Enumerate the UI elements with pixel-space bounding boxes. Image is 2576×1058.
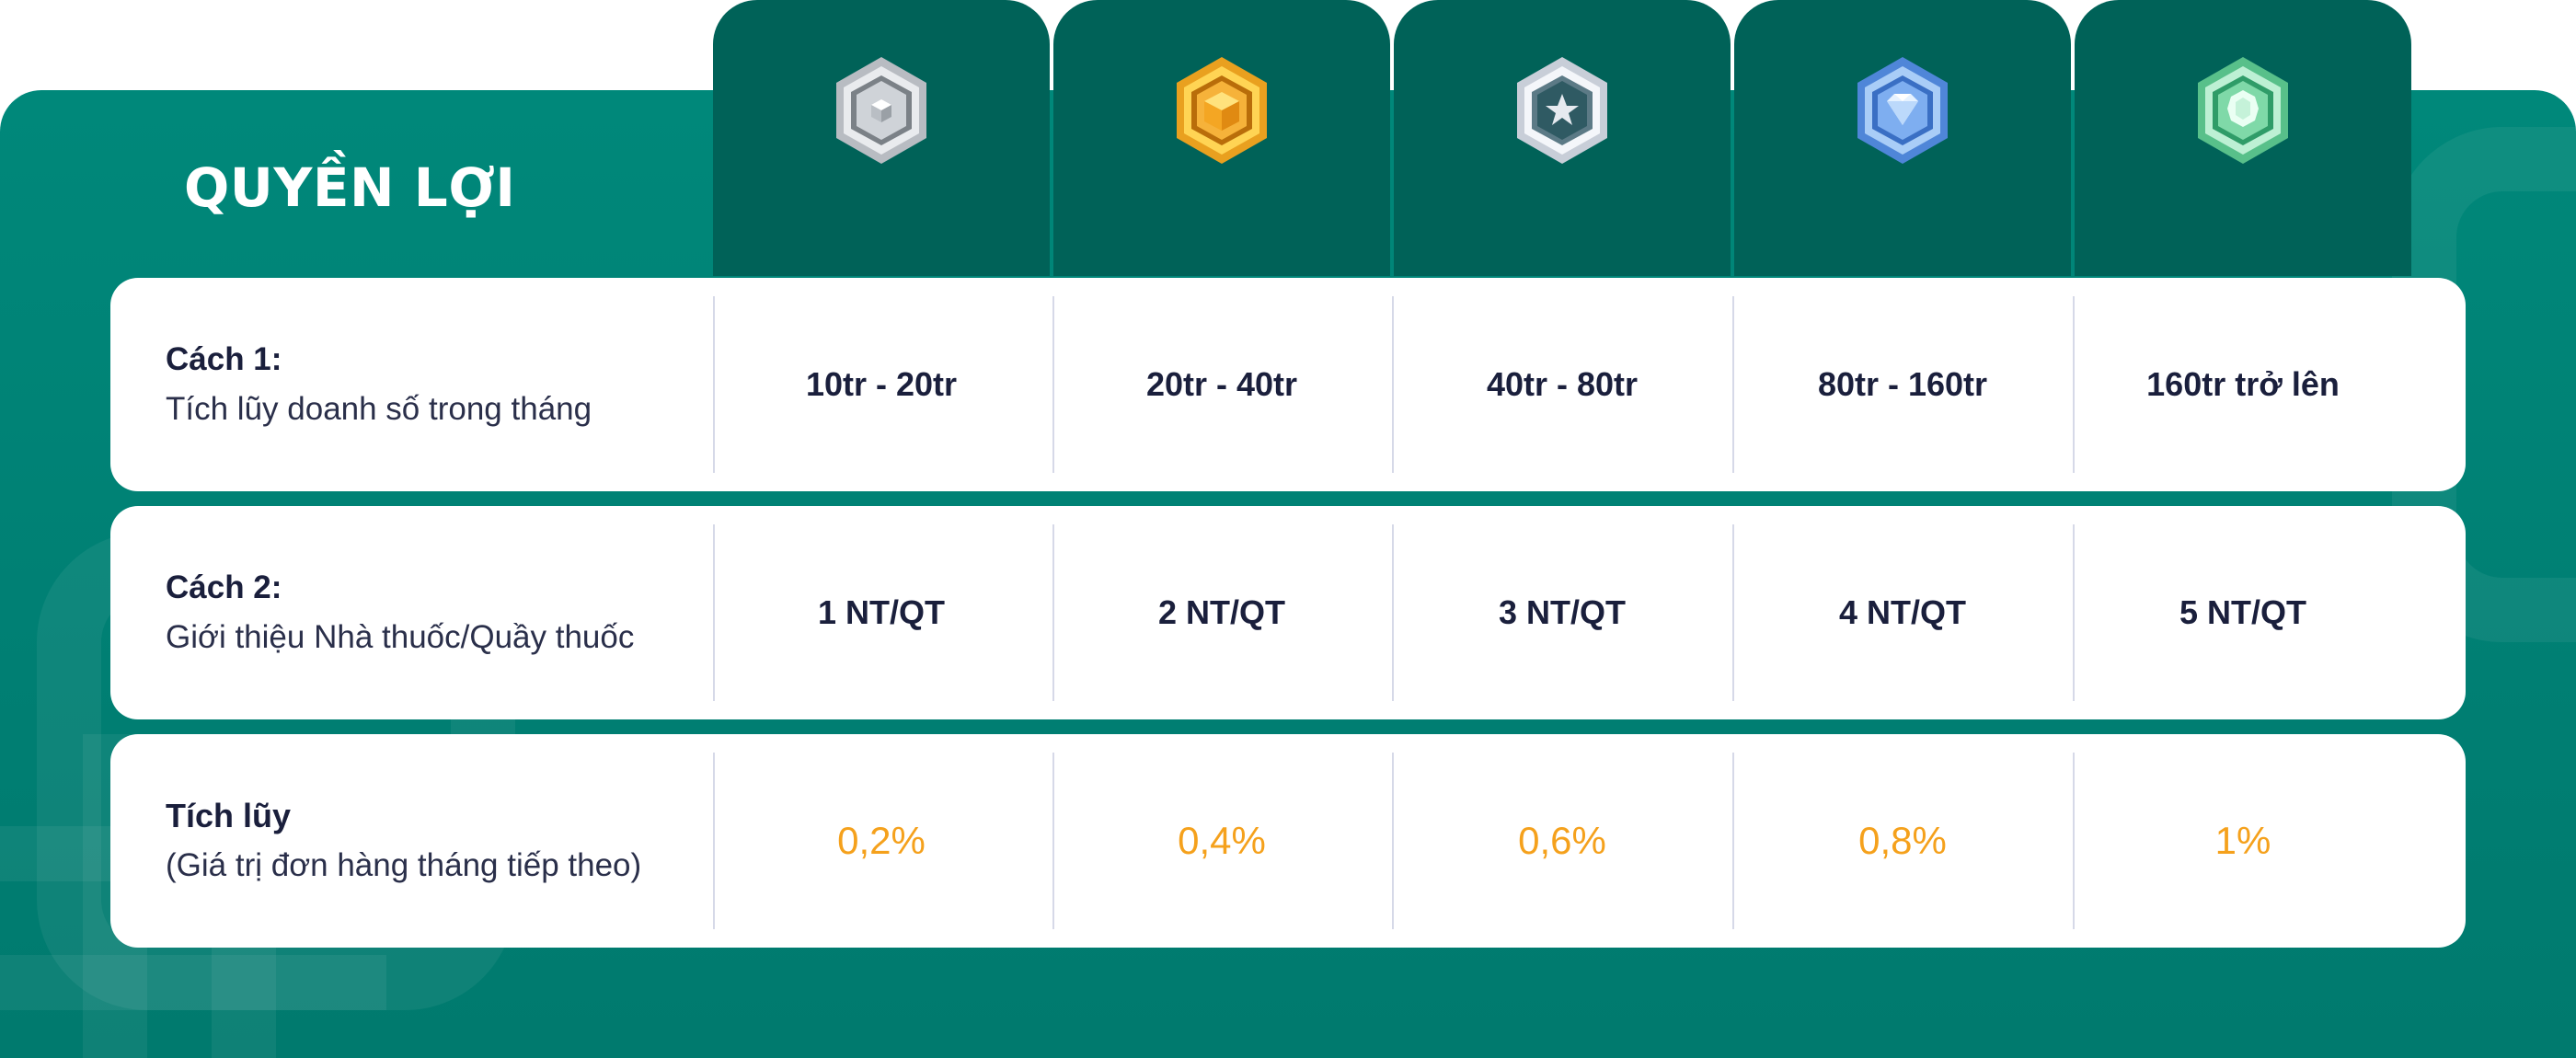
tier-value-platinum: 40tr - 80tr — [1486, 365, 1639, 403]
column-divider — [713, 296, 715, 473]
tier-tab-gold — [1053, 0, 1390, 276]
tier-value-silver: 0,2% — [837, 819, 926, 862]
column-divider — [1052, 753, 1054, 929]
tier-value-silver: 10tr - 20tr — [805, 365, 958, 403]
tier-value-emerald: 5 NT/QT — [2179, 593, 2306, 631]
row-label-title: Cách 1: — [166, 341, 282, 377]
column-divider — [1052, 296, 1054, 473]
tier-value-diamond: 80tr - 160tr — [1817, 365, 1988, 403]
column-divider — [2073, 753, 2075, 929]
row-label: Cách 1: Tích lũy doanh số trong tháng — [166, 278, 592, 491]
tier-value-emerald: 1% — [2214, 819, 2271, 862]
tier-tab-emerald — [2075, 0, 2411, 276]
benefit-row-method-2: Cách 2: Giới thiệu Nhà thuốc/Quầy thuốc … — [110, 506, 2466, 719]
row-label: Cách 2: Giới thiệu Nhà thuốc/Quầy thuốc — [166, 506, 634, 719]
column-divider — [713, 753, 715, 929]
tier-value-gold: 0,4% — [1178, 819, 1266, 862]
column-divider — [1392, 753, 1394, 929]
benefit-row-method-1: Cách 1: Tích lũy doanh số trong tháng 10… — [110, 278, 2466, 491]
column-divider — [1732, 296, 1734, 473]
gold-hexagon-cube-icon — [1177, 57, 1267, 164]
column-divider — [1732, 524, 1734, 701]
silver-hexagon-cube-icon — [836, 57, 926, 164]
row-label: Tích lũy (Giá trị đơn hàng tháng tiếp th… — [166, 734, 641, 948]
row-label-description: Tích lũy doanh số trong tháng — [166, 391, 592, 427]
column-divider — [1052, 524, 1054, 701]
column-divider — [713, 524, 715, 701]
tier-value-diamond: 0,8% — [1858, 819, 1947, 862]
tier-value-silver: 1 NT/QT — [817, 593, 945, 631]
column-divider — [2073, 524, 2075, 701]
tier-value-gold: 2 NT/QT — [1157, 593, 1285, 631]
emerald-hexagon-icon — [2198, 57, 2288, 164]
column-divider — [1392, 296, 1394, 473]
tier-value-platinum: 3 NT/QT — [1498, 593, 1626, 631]
platinum-hexagon-star-icon — [1517, 57, 1607, 164]
tier-value-emerald: 160tr trở lên — [2146, 365, 2340, 403]
tier-value-platinum: 0,6% — [1518, 819, 1606, 862]
tier-tab-diamond — [1734, 0, 2071, 276]
row-label-title: Tích lũy — [166, 797, 292, 834]
tier-tab-silver — [713, 0, 1050, 276]
row-label-description: Giới thiệu Nhà thuốc/Quầy thuốc — [166, 619, 635, 655]
tier-value-gold: 20tr - 40tr — [1145, 365, 1298, 403]
tier-tab-platinum — [1394, 0, 1731, 276]
page-title: QUYỀN LỢI — [184, 156, 516, 219]
row-label-title: Cách 2: — [166, 569, 282, 605]
diamond-hexagon-icon — [1857, 57, 1948, 164]
benefit-row-accumulation: Tích lũy (Giá trị đơn hàng tháng tiếp th… — [110, 734, 2466, 948]
tier-value-diamond: 4 NT/QT — [1838, 593, 1966, 631]
decorative-bar — [0, 955, 386, 1010]
row-label-description: (Giá trị đơn hàng tháng tiếp theo) — [166, 847, 642, 883]
column-divider — [1392, 524, 1394, 701]
column-divider — [2073, 296, 2075, 473]
column-divider — [1732, 753, 1734, 929]
